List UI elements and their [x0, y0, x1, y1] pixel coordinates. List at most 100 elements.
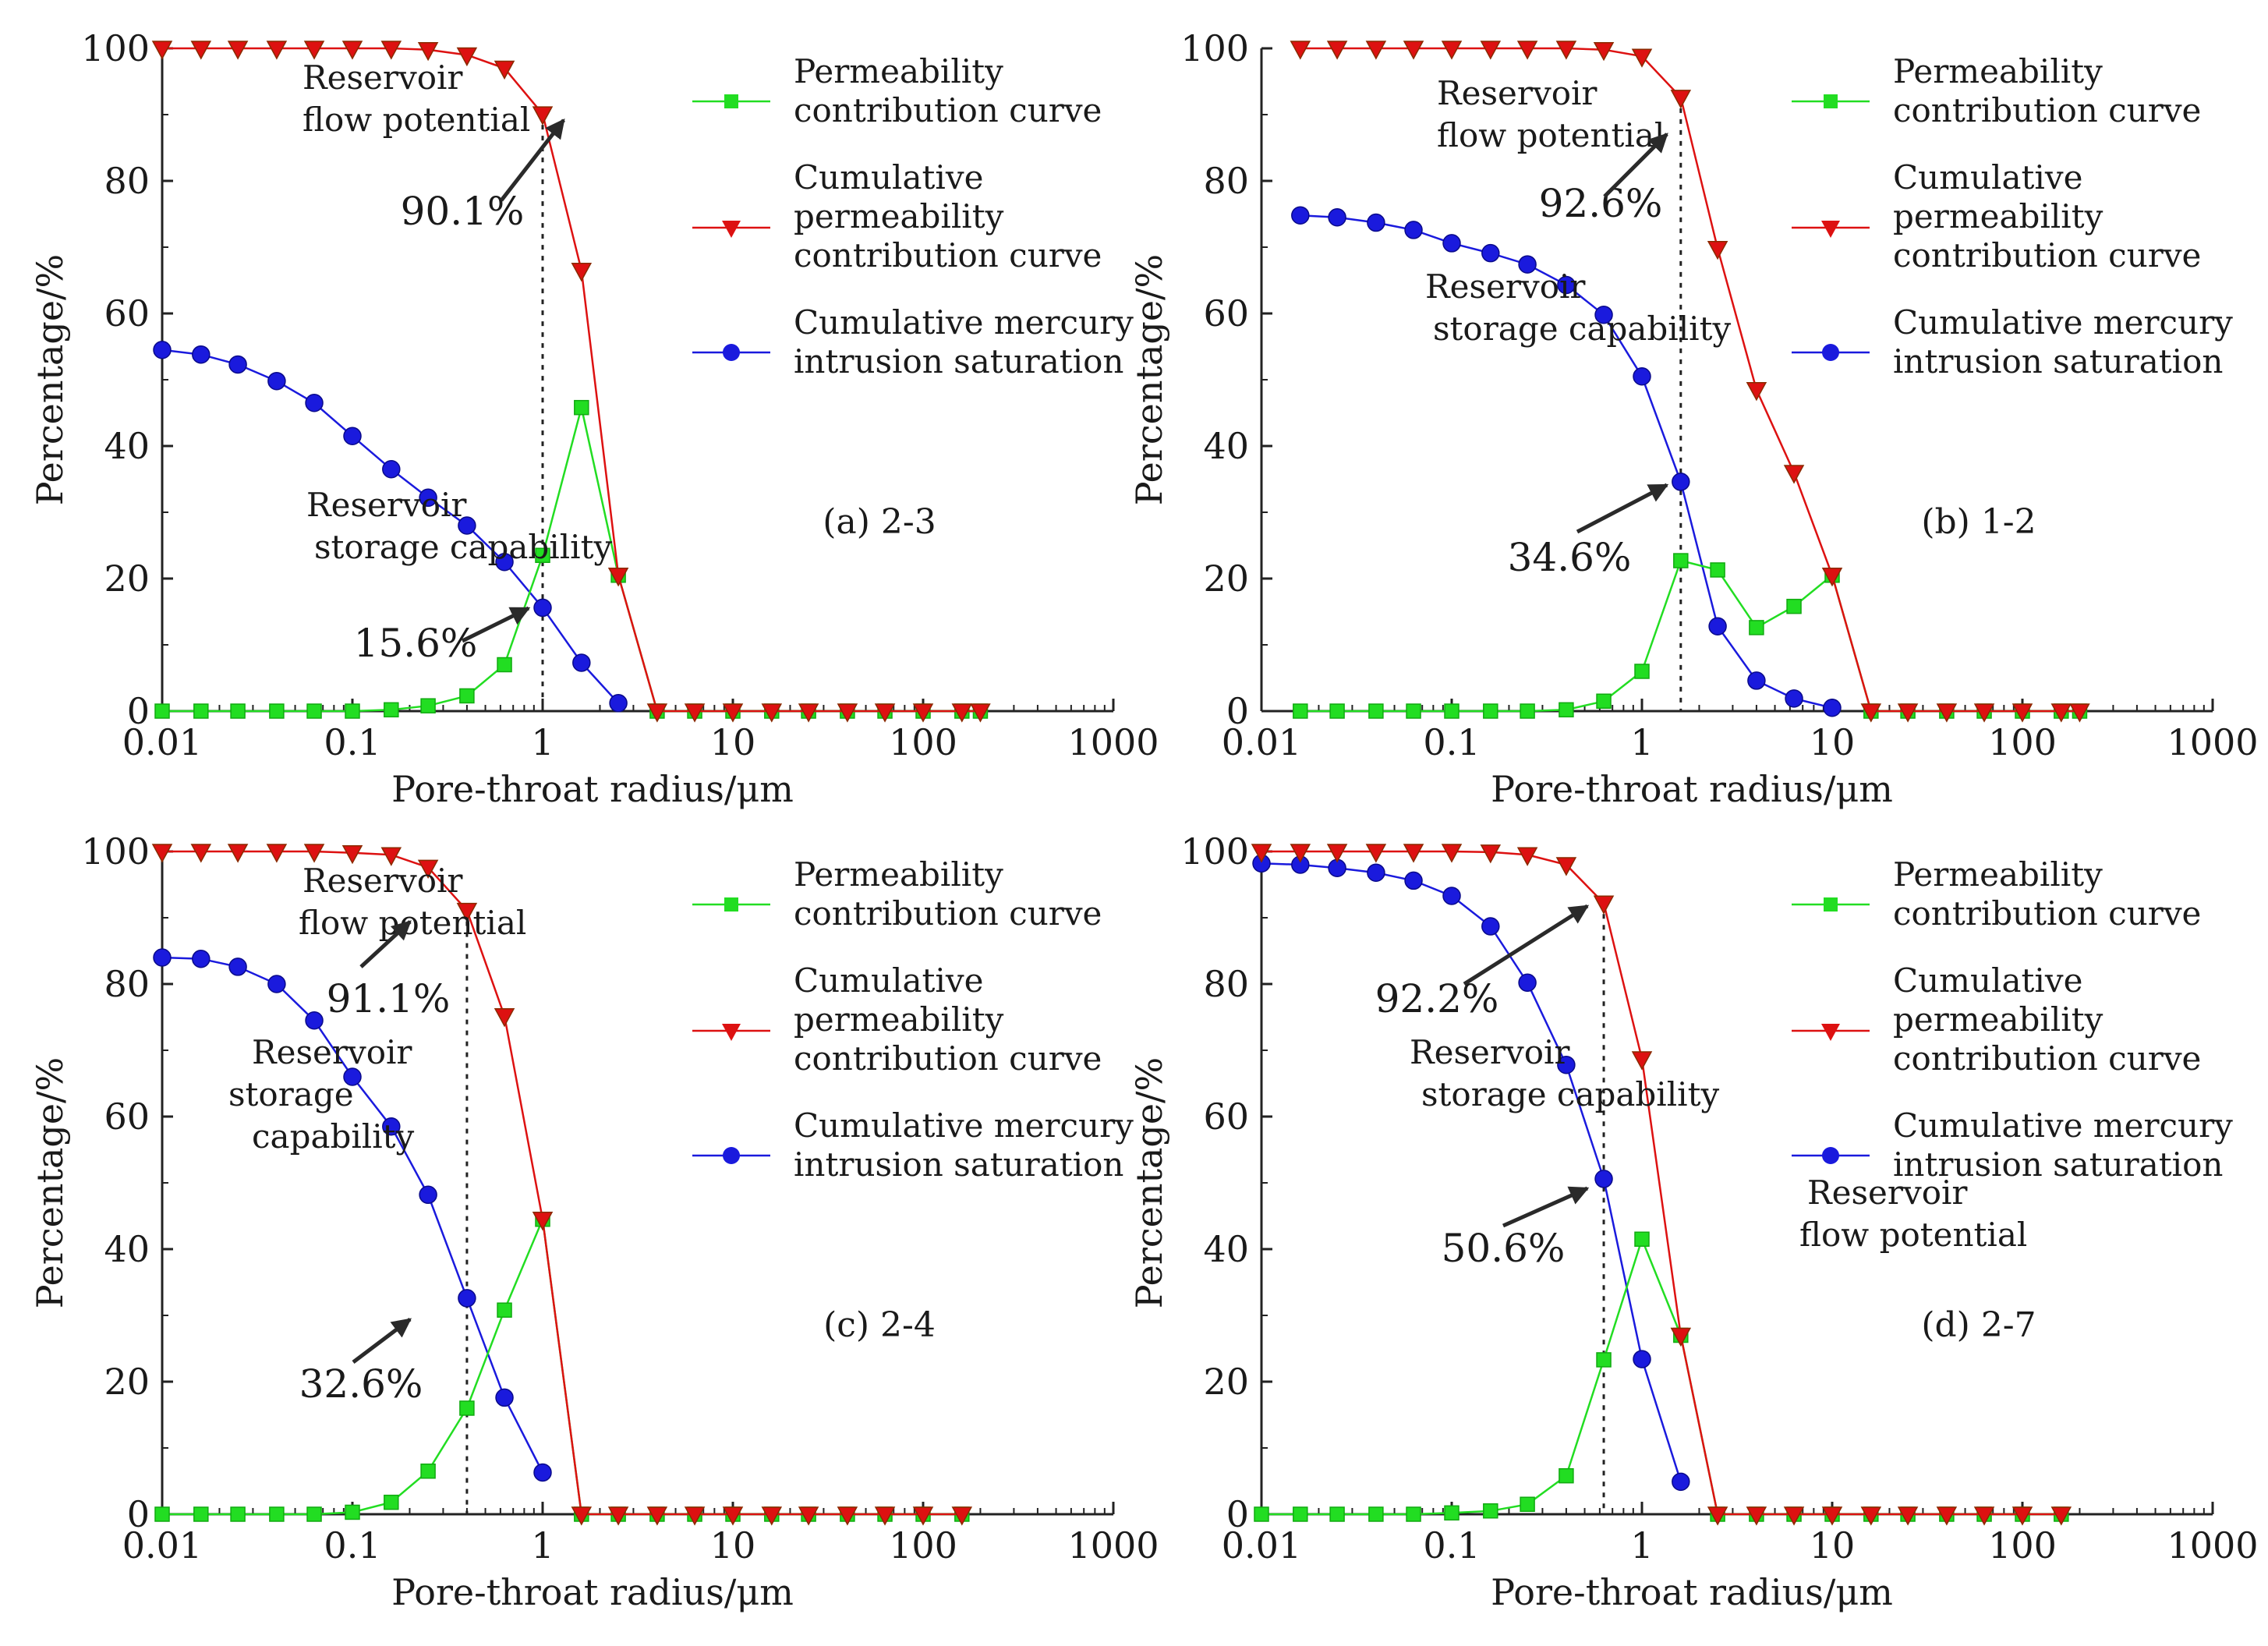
data-point-square: [1406, 1506, 1421, 1522]
chart-panel-2: 0 20 40 60 80 100 0.01 0.1 1 10 100 1000 Pore-throat…: [1128, 27, 2259, 810]
data-point-triangle: [1746, 382, 1767, 402]
legend-swatch-circle: [723, 1147, 740, 1164]
annotation-storage-capability: Reservoir: [252, 1033, 412, 1071]
data-point-square: [1254, 1506, 1269, 1522]
data-point-triangle: [380, 847, 402, 866]
data-point-square: [306, 703, 322, 719]
y-tick-label: 20: [104, 1361, 150, 1403]
data-point-square: [1483, 1503, 1498, 1519]
data-point-triangle: [798, 1506, 819, 1526]
annotation-arrow: [1502, 1186, 1590, 1228]
data-point-triangle: [2011, 703, 2033, 723]
data-point-circle: [1633, 367, 1651, 386]
data-point-circle: [228, 958, 247, 976]
data-point-circle: [192, 345, 211, 364]
legend-label: Cumulative permeability contribution curve: [1893, 961, 2201, 1078]
data-point-square: [1673, 553, 1689, 568]
x-tick-label: 0.1: [324, 721, 380, 763]
annotation-flow-potential: Reservoir: [303, 58, 463, 97]
y-tick-label: 80: [104, 963, 150, 1005]
data-point-circle: [1404, 871, 1423, 890]
data-point-square: [345, 703, 360, 719]
data-point-triangle: [1936, 1506, 1958, 1526]
series-line-square: [1300, 559, 2080, 713]
data-point-circle: [305, 1011, 324, 1030]
data-point-square: [420, 1464, 436, 1479]
annotation-storage-value: 15.6%: [354, 621, 478, 666]
data-point-triangle: [1516, 847, 1538, 866]
data-point-circle: [1291, 206, 1310, 225]
data-point-square: [459, 1400, 475, 1416]
data-point-triangle: [303, 844, 325, 863]
data-point-triangle: [1860, 1506, 1882, 1526]
x-tick-label: 1000: [2167, 721, 2258, 763]
legend-swatch-circle: [1822, 1147, 1839, 1164]
annotation-storage-capability: Reservoir: [306, 486, 467, 524]
data-point-square: [574, 399, 589, 416]
data-point-square: [306, 1506, 322, 1522]
annotation-storage-capability: storage capability: [1421, 1075, 1719, 1113]
data-point-square: [154, 1506, 170, 1522]
data-point-triangle: [1516, 41, 1538, 60]
data-point-triangle: [951, 1506, 973, 1526]
data-point-triangle: [532, 1212, 554, 1231]
data-point-circle: [1442, 887, 1461, 905]
data-point-triangle: [837, 1506, 858, 1526]
data-point-triangle: [1897, 703, 1919, 723]
data-point-square: [1329, 1506, 1345, 1522]
data-point-triangle: [456, 47, 478, 67]
data-point-circle: [495, 553, 514, 572]
x-tick-label: 1: [1630, 1524, 1653, 1566]
data-point-triangle: [722, 1506, 744, 1526]
x-tick-label: 1: [531, 1524, 554, 1566]
data-point-triangle: [494, 1008, 515, 1028]
data-point-triangle: [951, 703, 973, 723]
data-point-triangle: [1593, 41, 1615, 62]
data-point-square: [345, 1504, 360, 1520]
data-point-triangle: [494, 60, 515, 80]
legend-swatch-triangle: [1821, 221, 1840, 238]
x-tick-label: 10: [710, 1524, 756, 1566]
data-point-triangle: [2050, 1506, 2072, 1526]
data-point-square: [420, 698, 436, 713]
x-tick-label: 100: [889, 721, 957, 763]
y-tick-label: 40: [104, 1228, 150, 1270]
y-tick-label: 60: [1203, 1096, 1249, 1138]
data-point-triangle: [417, 859, 439, 879]
data-point-circle: [1367, 213, 1385, 232]
data-point-circle: [1481, 917, 1500, 936]
y-axis-title: Percentage/%: [1128, 254, 1170, 506]
data-point-triangle: [1973, 703, 1995, 723]
annotation-flow-value: 92.2%: [1375, 976, 1499, 1021]
data-point-triangle: [1403, 41, 1424, 60]
legend-swatch-square: [724, 897, 738, 911]
y-tick-label: 60: [104, 292, 150, 335]
data-point-circle: [305, 394, 324, 412]
data-point-triangle: [1403, 844, 1424, 863]
x-tick-label: 10: [1810, 1524, 1856, 1566]
legend-label: Cumulative mercury intrusion saturation: [794, 303, 1134, 381]
y-tick-label: 60: [1203, 292, 1249, 335]
data-point-square: [1634, 1231, 1650, 1247]
data-point-triangle: [684, 1506, 706, 1526]
x-tick-label: 1000: [1067, 721, 1159, 763]
legend-swatch-circle: [1822, 344, 1839, 361]
y-tick-label: 40: [1203, 1228, 1249, 1270]
annotation-flow-value: 92.6%: [1539, 181, 1663, 226]
data-point-circle: [1672, 1472, 1690, 1492]
data-point-triangle: [1555, 857, 1577, 876]
data-point-circle: [495, 1388, 514, 1407]
legend-label: Cumulative permeability contribution curve: [794, 158, 1102, 274]
data-point-circle: [382, 460, 401, 479]
annotation-flow-potential: flow potential: [303, 101, 530, 139]
legend-label: Permeability contribution curve: [1893, 52, 2201, 129]
data-point-circle: [1404, 221, 1423, 239]
data-point-circle: [1747, 671, 1766, 690]
y-tick-label: 80: [104, 160, 150, 202]
data-point-square: [1559, 702, 1574, 718]
legend-swatch-square: [1824, 94, 1838, 108]
x-tick-label: 10: [1810, 721, 1856, 763]
data-point-triangle: [151, 844, 173, 863]
data-point-triangle: [1821, 1506, 1843, 1526]
data-point-square: [1444, 703, 1460, 719]
